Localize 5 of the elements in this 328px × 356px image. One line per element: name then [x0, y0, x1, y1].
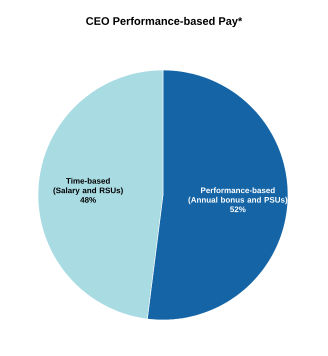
- data-label: 48%: [80, 197, 96, 203]
- data-label: 52%: [230, 206, 246, 212]
- slice-label: Time-based (Salary and RSUs): [53, 178, 123, 195]
- slice-label: Performance-based (Annual bonus and PSUs): [188, 187, 288, 204]
- chart-title: CEO Performance-based Pay*: [86, 16, 242, 28]
